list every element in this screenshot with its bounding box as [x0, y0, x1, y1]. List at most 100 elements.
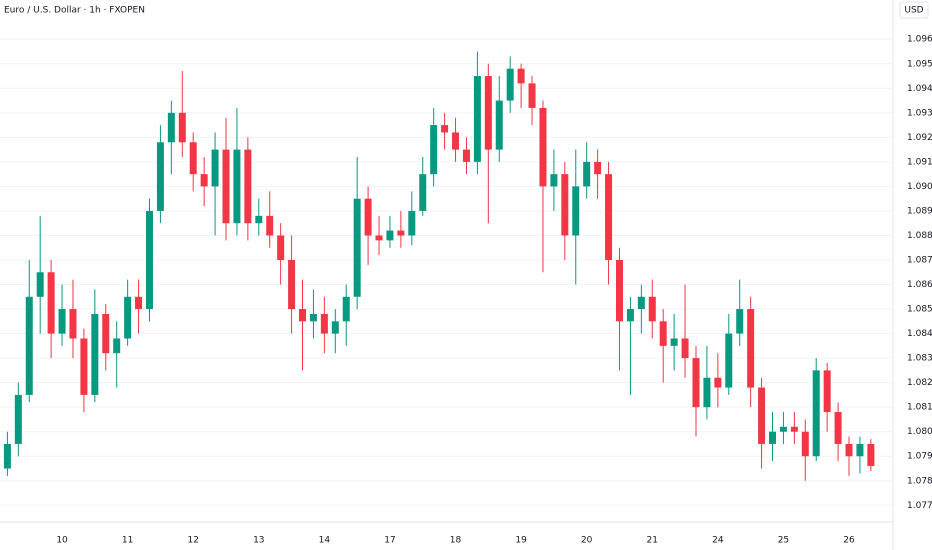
candle-body — [244, 149, 252, 224]
candle-body — [309, 313, 317, 322]
candle-body — [539, 107, 547, 187]
y-tick-label: 1.08500 — [907, 305, 932, 315]
candle-body — [583, 161, 591, 187]
candle-body — [167, 112, 175, 143]
candle-body — [211, 149, 219, 187]
candle-body — [670, 338, 678, 346]
y-tick-label: 1.08400 — [907, 329, 932, 339]
candle-body — [834, 412, 842, 444]
candle-body — [3, 443, 11, 469]
y-tick-label: 1.09500 — [907, 59, 932, 69]
candle-body — [397, 230, 405, 236]
candle-body — [80, 338, 88, 395]
candle-body — [605, 174, 613, 260]
candle-body — [692, 358, 700, 408]
y-tick-label: 1.07700 — [907, 501, 932, 511]
candle-body — [550, 174, 558, 187]
candle-body — [430, 125, 438, 175]
candle-body — [277, 235, 285, 260]
y-tick-label: 1.08600 — [907, 280, 932, 290]
candle-body — [113, 338, 121, 354]
candle-body — [353, 198, 361, 297]
candle-body — [517, 68, 525, 84]
y-tick-label: 1.08800 — [907, 231, 932, 241]
candle-body — [845, 443, 853, 457]
candle-body — [626, 309, 634, 322]
candle-body — [189, 142, 197, 175]
candle-body — [441, 125, 449, 133]
candle-body — [156, 142, 164, 211]
candle-body — [484, 76, 492, 150]
candle-body — [462, 149, 470, 162]
candle-body — [801, 431, 809, 457]
candle-body — [386, 230, 394, 241]
candle-body — [375, 235, 383, 241]
candle-body — [747, 309, 755, 388]
x-tick-label: 13 — [253, 536, 264, 546]
candle-body — [495, 100, 503, 150]
candle-body — [790, 426, 798, 432]
candle-body — [648, 296, 656, 322]
x-tick-label: 11 — [122, 536, 133, 546]
y-tick-label: 1.08200 — [907, 378, 932, 388]
y-tick-label: 1.08900 — [907, 206, 932, 216]
x-tick-label: 10 — [56, 536, 68, 546]
candle-body — [342, 296, 350, 322]
candle-body — [419, 174, 427, 211]
y-tick-label: 1.08300 — [907, 354, 932, 364]
candle-body — [288, 260, 296, 310]
y-tick-label: 1.09600 — [907, 35, 932, 45]
candle-body — [69, 309, 77, 339]
candle-body — [200, 174, 208, 187]
candle-body — [135, 296, 143, 310]
candle-body — [594, 161, 602, 175]
x-tick-label: 14 — [319, 536, 331, 546]
candle-body — [233, 149, 241, 224]
candle-body — [452, 132, 460, 150]
candle-body — [528, 83, 536, 108]
candle-body — [102, 313, 110, 354]
candle-body — [823, 370, 831, 413]
candle-body — [812, 370, 820, 457]
y-tick-label: 1.09000 — [907, 182, 932, 192]
candle-body — [36, 272, 44, 297]
candle-body — [736, 309, 744, 334]
candle-body — [178, 112, 186, 143]
candle-body — [867, 443, 875, 467]
candle-body — [14, 394, 22, 444]
y-tick-label: 1.09200 — [907, 133, 932, 143]
candle-body — [714, 377, 722, 388]
candle-body — [703, 377, 711, 408]
x-tick-label: 25 — [778, 536, 789, 546]
x-tick-label: 21 — [647, 536, 658, 546]
candle-body — [561, 174, 569, 236]
candle-body — [856, 443, 864, 457]
candle-body — [572, 186, 580, 236]
candle-body — [725, 333, 733, 388]
x-tick-label: 17 — [384, 536, 395, 546]
x-tick-label: 20 — [581, 536, 593, 546]
candle-body — [615, 260, 623, 322]
candle-body — [769, 431, 776, 444]
y-tick-label: 1.09100 — [907, 157, 932, 167]
currency[interactable]: USD — [904, 6, 923, 16]
candle-body — [681, 338, 689, 359]
candle-body — [91, 313, 99, 395]
currency-box[interactable] — [899, 1, 929, 19]
x-tick-label: 18 — [450, 536, 462, 546]
candle-body — [320, 313, 328, 334]
x-tick-label: 12 — [187, 536, 198, 546]
candle-body — [299, 309, 307, 322]
y-tick-label: 1.08700 — [907, 256, 932, 266]
y-tick-label: 1.08000 — [907, 427, 932, 437]
y-tick-label: 1.07800 — [907, 476, 932, 486]
candle-body — [637, 296, 645, 310]
y-tick-label: 1.09300 — [907, 108, 932, 118]
candle-body — [473, 76, 481, 162]
y-tick-label: 1.07900 — [907, 452, 932, 462]
candle-body — [779, 426, 787, 432]
candle-body — [758, 387, 766, 444]
candle-body — [266, 215, 274, 236]
